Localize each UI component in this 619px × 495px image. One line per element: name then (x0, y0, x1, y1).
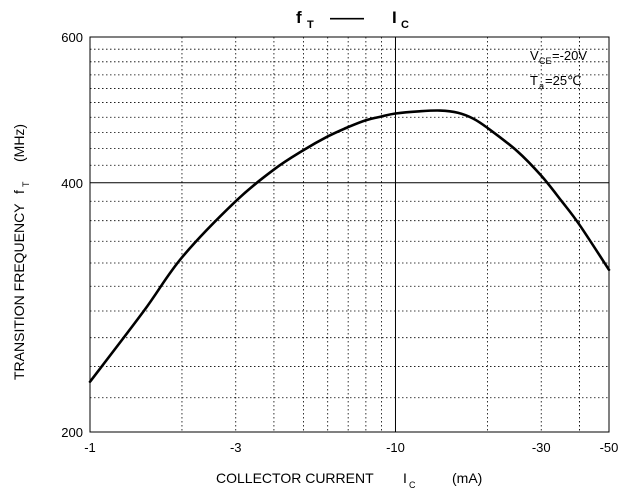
x-axis-label-unit: (mA) (452, 470, 482, 486)
y-axis-label-symbol-sub: T (21, 181, 31, 187)
plot-area (89, 36, 610, 433)
x-tick-label: -3 (230, 440, 242, 455)
title-right-main: I (392, 8, 397, 27)
annotation-vce-sub: CE (539, 56, 552, 66)
grid (90, 37, 609, 432)
y-tick-label: 200 (61, 425, 83, 440)
y-axis-label-unit: (MHz) (11, 124, 27, 162)
annotation-vce-value: =-20V (552, 48, 587, 63)
x-axis-label-text: COLLECTOR CURRENT (216, 470, 374, 486)
x-axis-label: COLLECTOR CURRENT I C (mA) (216, 470, 482, 490)
x-tick-label: -1 (84, 440, 96, 455)
y-tick-label: 600 (61, 30, 83, 45)
x-tick-label: -10 (386, 440, 405, 455)
title-dash: —— (330, 8, 364, 27)
y-axis-label-text: TRANSITION FREQUENCY (11, 203, 27, 380)
title-left-sub: T (307, 19, 314, 31)
y-tick-labels: 200 400 600 (61, 30, 83, 440)
y-tick-label: 400 (61, 176, 83, 191)
x-axis-label-symbol: I (403, 470, 407, 486)
condition-annotations: V CE =-20V T a =25℃ (530, 48, 587, 91)
annotation-ta-value: =25℃ (545, 73, 582, 88)
chart-title: f T —— I C (296, 8, 409, 31)
series-layer (88, 109, 611, 384)
annotation-vce-main: V (530, 48, 539, 63)
y-axis-label-symbol: f (11, 190, 27, 194)
x-tick-label: -30 (532, 440, 551, 455)
series-line-0 (88, 109, 611, 384)
title-right-sub: C (401, 19, 409, 31)
x-tick-label: -50 (600, 440, 619, 455)
x-axis-label-symbol-sub: C (409, 480, 416, 490)
title-left-main: f (296, 8, 302, 27)
x-tick-labels: -1 -3 -10 -30 -50 (84, 440, 618, 455)
y-axis-label: TRANSITION FREQUENCY f T (MHz) (11, 124, 31, 380)
annotation-ta-main: T (530, 73, 538, 88)
annotation-ta-sub: a (539, 81, 544, 91)
